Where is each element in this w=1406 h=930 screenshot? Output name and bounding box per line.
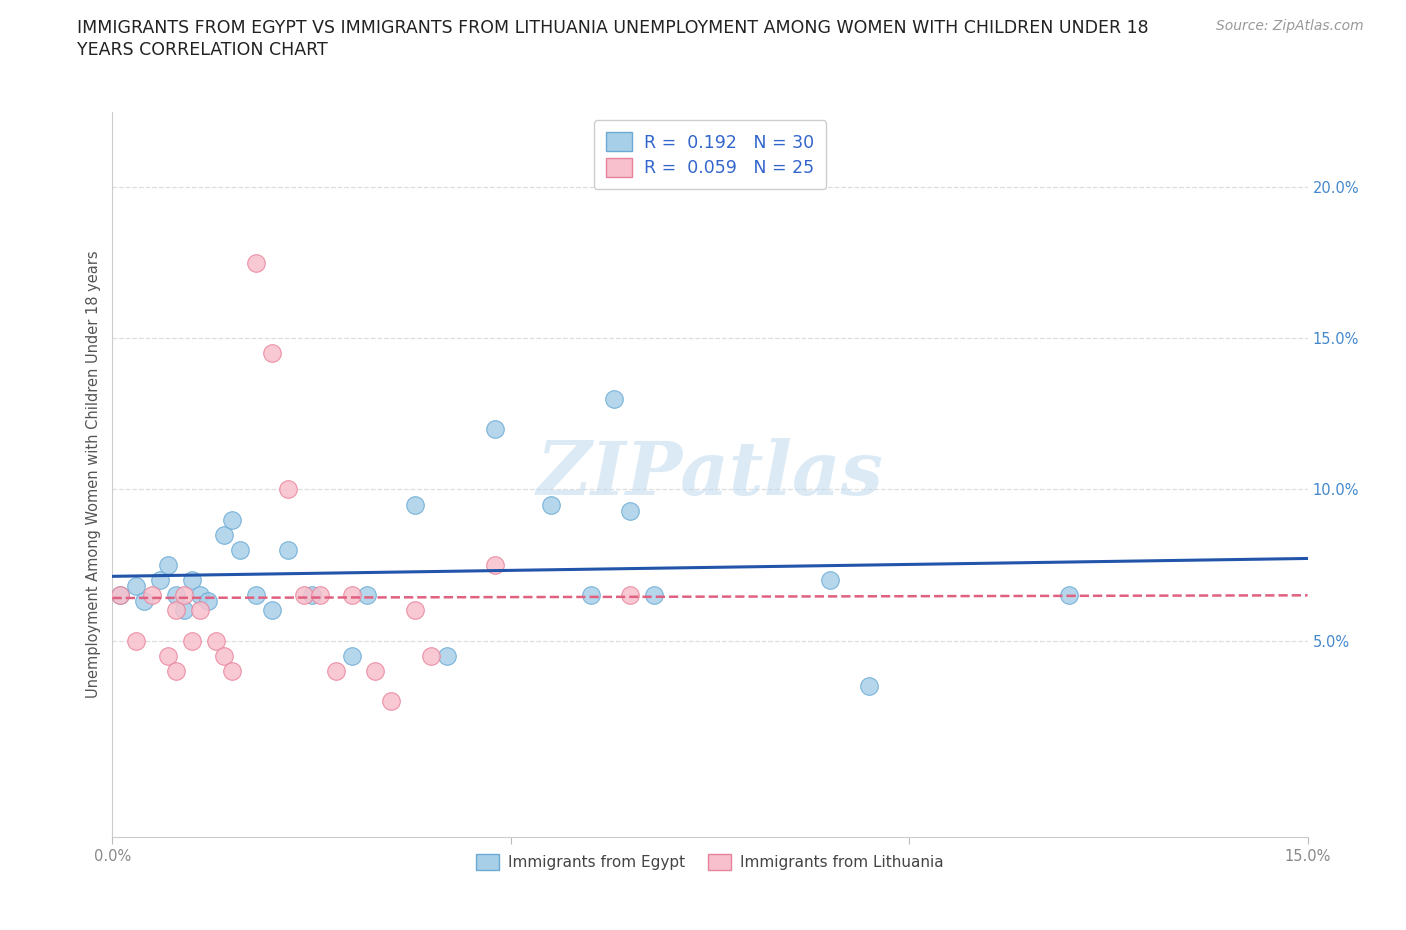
Point [173,588,195,603]
Y-axis label: Unemployment Among Women with Children Under 18 years: Unemployment Among Women with Children U… [86,250,101,698]
Text: IMMIGRANTS FROM EGYPT VS IMMIGRANTS FROM LITHUANIA UNEMPLOYMENT AMONG WOMEN WITH: IMMIGRANTS FROM EGYPT VS IMMIGRANTS FROM… [77,19,1149,36]
Text: YEARS CORRELATION CHART: YEARS CORRELATION CHART [77,41,328,59]
Point [858,679,880,694]
Point [301,588,323,603]
Text: ZIPatlas: ZIPatlas [537,438,883,511]
Point [125,633,148,648]
Point [245,588,267,603]
Point [325,663,347,678]
Point [420,648,443,663]
Point [340,588,363,603]
Point [308,588,330,603]
Point [181,573,204,588]
Point [149,573,172,588]
Point [603,392,626,406]
Point [619,503,641,518]
Point [181,633,204,648]
Point [134,594,156,609]
Point [619,588,641,603]
Point [165,663,187,678]
Point [221,663,243,678]
Point [260,603,283,618]
Point [579,588,602,603]
Point [165,588,187,603]
Point [292,588,315,603]
Point [643,588,665,603]
Point [245,256,267,271]
Point [1057,588,1080,603]
Point [110,588,132,603]
Point [125,578,148,593]
Point [212,648,235,663]
Point [356,588,378,603]
Point [277,542,299,557]
Text: Source: ZipAtlas.com: Source: ZipAtlas.com [1216,19,1364,33]
Point [157,648,180,663]
Point [404,498,426,512]
Point [404,603,426,618]
Point [540,498,562,512]
Legend: Immigrants from Egypt, Immigrants from Lithuania: Immigrants from Egypt, Immigrants from L… [470,847,950,876]
Point [157,558,180,573]
Point [110,588,132,603]
Point [484,558,506,573]
Point [260,346,283,361]
Point [141,588,163,603]
Point [380,694,402,709]
Point [818,573,841,588]
Point [364,663,387,678]
Point [197,594,219,609]
Point [188,603,211,618]
Point [277,482,299,497]
Point [229,542,252,557]
Point [436,648,458,663]
Point [165,603,187,618]
Point [212,527,235,542]
Point [221,512,243,527]
Point [205,633,228,648]
Point [340,648,363,663]
Point [188,588,211,603]
Point [484,421,506,436]
Point [173,603,195,618]
